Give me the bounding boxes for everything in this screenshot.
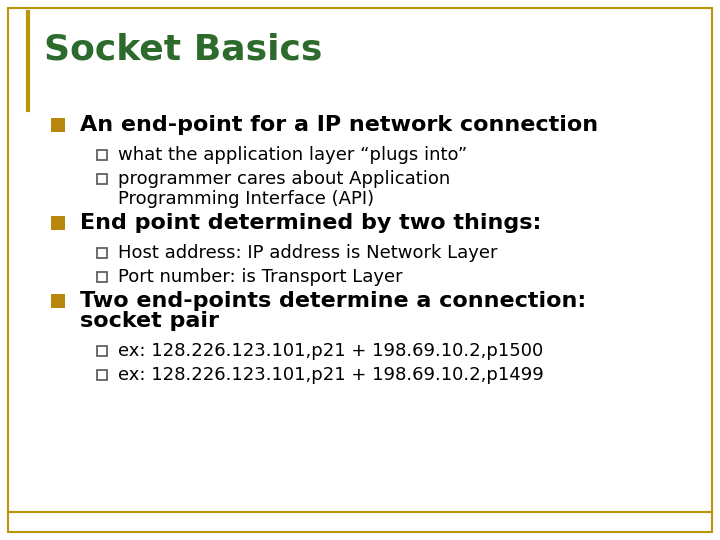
Text: Socket Basics: Socket Basics: [44, 33, 323, 67]
Text: ex: 128.226.123.101,p21 + 198.69.10.2,p1499: ex: 128.226.123.101,p21 + 198.69.10.2,p1…: [118, 366, 544, 384]
Text: programmer cares about Application: programmer cares about Application: [118, 170, 450, 188]
Bar: [97, 370, 107, 380]
Text: socket pair: socket pair: [80, 311, 219, 331]
Text: An end-point for a IP network connection: An end-point for a IP network connection: [80, 115, 598, 135]
Bar: [51, 294, 65, 308]
Bar: [97, 150, 107, 160]
Text: ex: 128.226.123.101,p21 + 198.69.10.2,p1500: ex: 128.226.123.101,p21 + 198.69.10.2,p1…: [118, 342, 544, 360]
Text: End point determined by two things:: End point determined by two things:: [80, 213, 541, 233]
Bar: [51, 118, 65, 132]
Text: Programming Interface (API): Programming Interface (API): [118, 190, 374, 208]
Bar: [97, 248, 107, 258]
Bar: [97, 174, 107, 184]
Text: Host address: IP address is Network Layer: Host address: IP address is Network Laye…: [118, 244, 498, 262]
Text: Port number: is Transport Layer: Port number: is Transport Layer: [118, 268, 402, 286]
Text: what the application layer “plugs into”: what the application layer “plugs into”: [118, 146, 467, 164]
Bar: [97, 346, 107, 356]
Bar: [51, 216, 65, 230]
Text: Two end-points determine a connection:: Two end-points determine a connection:: [80, 291, 586, 311]
Bar: [97, 272, 107, 282]
